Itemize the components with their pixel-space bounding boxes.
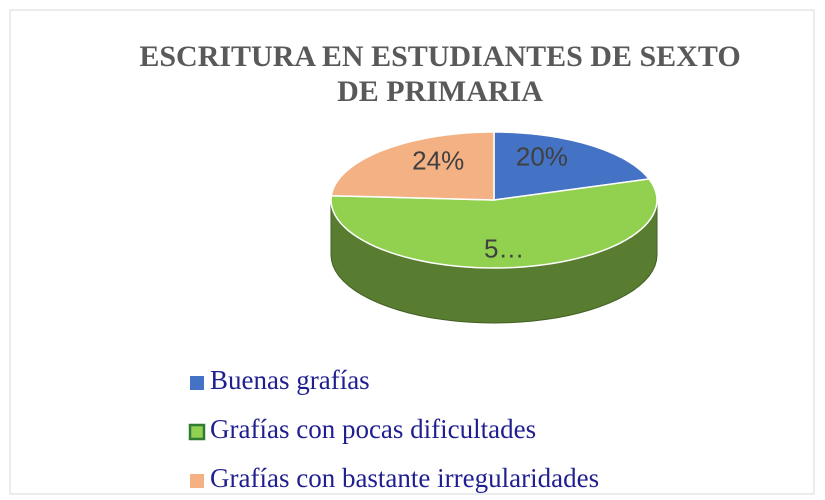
data-label: 20% <box>516 142 568 172</box>
data-label: 24% <box>412 146 464 176</box>
legend-swatch <box>190 376 204 390</box>
pie-slice <box>330 131 495 201</box>
legend-swatch <box>190 474 204 488</box>
pie-slice <box>493 131 651 201</box>
chart-title: DE PRIMARIA <box>337 75 543 108</box>
legend-label: Grafías con pocas dificultades <box>210 414 536 444</box>
legend-label: Grafías con bastante irregularidades <box>210 463 599 493</box>
data-label: 5… <box>484 233 524 263</box>
legend-swatch <box>188 423 206 441</box>
pie-slice <box>330 178 658 269</box>
chart-title: ESCRITURA EN ESTUDIANTES DE SEXTO <box>139 40 740 73</box>
legend-label: Buenas grafías <box>210 365 370 395</box>
